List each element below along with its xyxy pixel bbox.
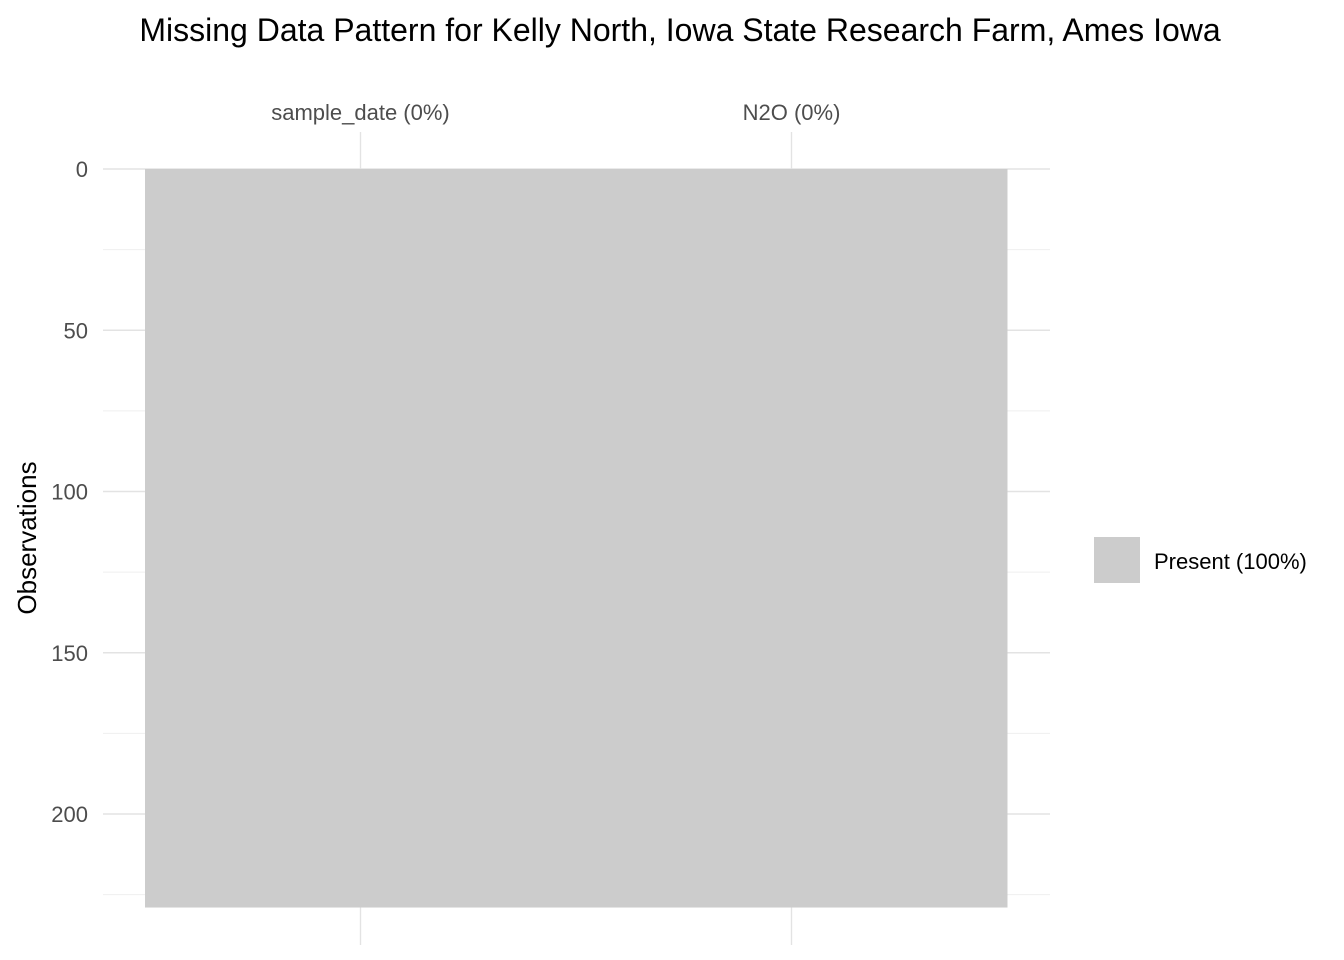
x-tick-label: N2O (0%) xyxy=(743,100,841,125)
legend-swatch-present xyxy=(1094,537,1140,583)
y-tick-labels: 0 50 100 150 200 xyxy=(51,157,88,827)
y-tick-label: 200 xyxy=(51,802,88,827)
legend-label-present: Present (100%) xyxy=(1154,549,1307,574)
legend: Present (100%) xyxy=(1094,537,1307,583)
y-tick-label: 0 xyxy=(76,157,88,182)
chart-title: Missing Data Pattern for Kelly North, Io… xyxy=(139,12,1221,48)
present-tile-sample-date xyxy=(145,169,577,908)
x-tick-label: sample_date (0%) xyxy=(271,100,450,125)
y-tick-label: 50 xyxy=(64,318,88,343)
x-tick-labels: sample_date (0%) N2O (0%) xyxy=(271,100,840,125)
y-tick-label: 150 xyxy=(51,641,88,666)
present-tile-n2o xyxy=(576,169,1008,908)
present-tiles xyxy=(145,169,1008,908)
y-tick-label: 100 xyxy=(51,480,88,505)
y-axis-title: Observations xyxy=(12,461,42,614)
